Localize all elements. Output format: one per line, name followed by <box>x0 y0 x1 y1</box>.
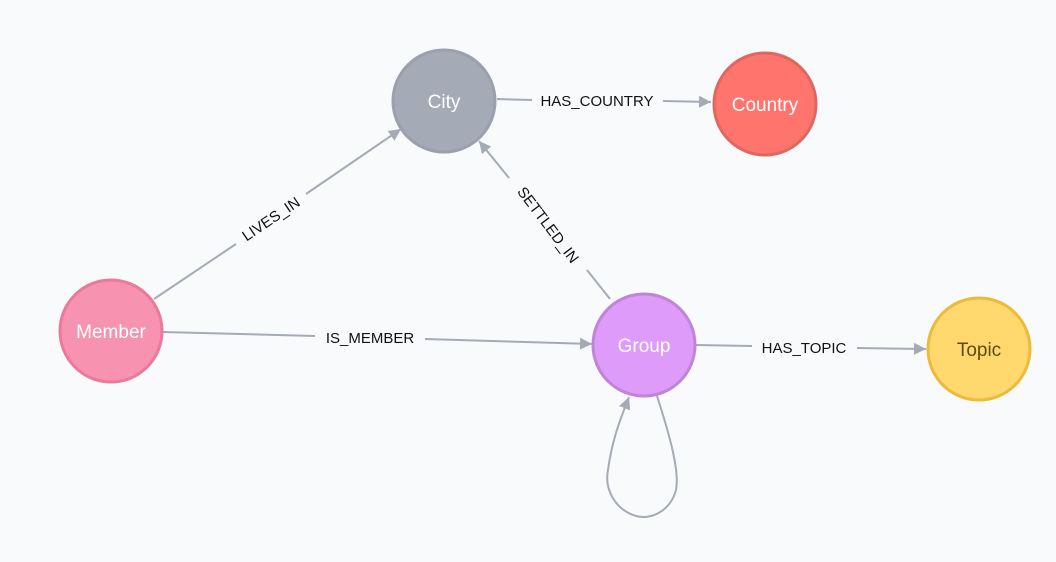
node-member[interactable]: Member <box>58 278 164 384</box>
edge-lives-in[interactable]: LIVES_IN <box>153 128 402 300</box>
edges-layer: HAS_COUNTRY LIVES_IN SETTLED_IN IS_MEMBE… <box>153 93 927 518</box>
node-group[interactable]: Group <box>591 292 697 398</box>
node-topic[interactable]: Topic <box>926 296 1032 402</box>
edge-settled-in[interactable]: SETTLED_IN <box>478 140 611 300</box>
nodes-layer: City Country Member Group Topic <box>58 48 1032 402</box>
node-label-topic: Topic <box>957 340 1001 361</box>
edge-has-country[interactable]: HAS_COUNTRY <box>496 93 712 110</box>
edge-label-has-country: HAS_COUNTRY <box>540 93 653 110</box>
node-label-group: Group <box>618 336 671 357</box>
node-country[interactable]: Country <box>712 51 818 157</box>
edge-label-is-member: IS_MEMBER <box>326 330 415 347</box>
node-label-country: Country <box>732 95 799 116</box>
node-label-member: Member <box>76 322 146 343</box>
node-city[interactable]: City <box>391 48 497 154</box>
edge-label-settled-in: SETTLED_IN <box>513 184 581 267</box>
edge-label-has-topic: HAS_TOPIC <box>762 340 847 357</box>
node-label-city: City <box>428 92 461 113</box>
edge-label-lives-in: LIVES_IN <box>239 194 303 245</box>
edge-has-topic[interactable]: HAS_TOPIC <box>695 340 927 357</box>
edge-group-self-loop[interactable] <box>606 395 678 518</box>
edge-is-member[interactable]: IS_MEMBER <box>162 330 593 350</box>
